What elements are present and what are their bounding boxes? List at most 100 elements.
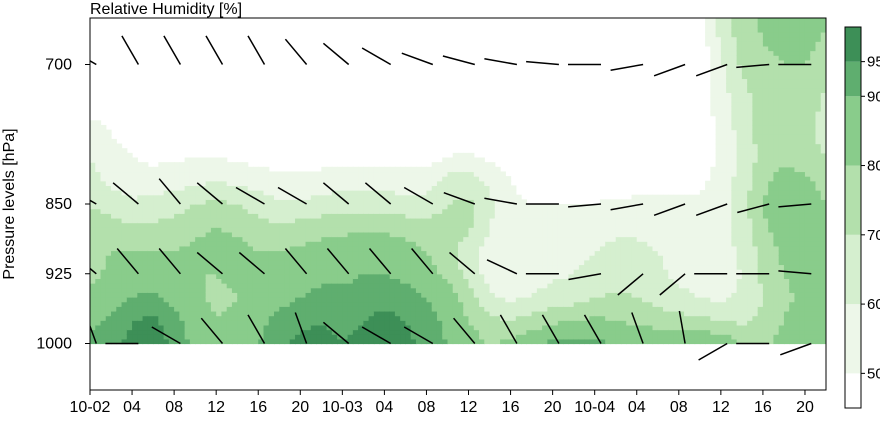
rh-cell	[605, 273, 612, 279]
rh-cell	[405, 315, 412, 321]
rh-cell	[599, 287, 606, 293]
rh-cell	[747, 138, 753, 145]
rh-cell	[163, 199, 170, 205]
rh-cell	[521, 264, 527, 270]
rh-cell	[347, 227, 354, 233]
rh-cell	[205, 199, 212, 205]
rh-cell	[116, 273, 123, 279]
rh-cell	[741, 241, 748, 247]
rh-cell	[757, 297, 764, 303]
rh-cell	[715, 27, 722, 33]
rh-cell	[657, 269, 664, 275]
rh-cell	[373, 180, 380, 186]
rh-cell	[179, 269, 186, 275]
rh-cell	[174, 245, 180, 252]
rh-cell	[489, 287, 496, 293]
rh-cell	[521, 204, 527, 210]
rh-cell	[268, 199, 275, 205]
rh-cell	[757, 213, 764, 219]
rh-cell	[720, 213, 727, 219]
rh-cell	[342, 259, 349, 266]
rh-cell	[153, 310, 159, 317]
rh-cell	[200, 199, 207, 205]
rh-cell	[231, 301, 238, 307]
rh-cell	[305, 269, 312, 275]
rh-cell	[678, 301, 685, 307]
rh-cell	[321, 306, 328, 312]
rh-cell	[647, 273, 654, 279]
rh-cell	[121, 338, 128, 345]
rh-cell	[394, 250, 401, 256]
rh-cell	[242, 180, 249, 186]
rh-cell	[458, 264, 464, 270]
rh-cell	[657, 310, 664, 317]
rh-cell	[473, 208, 480, 214]
rh-cell	[536, 292, 543, 298]
rh-cell	[589, 222, 596, 228]
rh-cell	[720, 306, 727, 312]
rh-cell	[305, 292, 312, 298]
rh-cell	[757, 120, 764, 126]
rh-cell	[720, 208, 727, 214]
rh-cell	[368, 264, 375, 270]
rh-cell	[168, 204, 175, 210]
rh-cell	[426, 222, 433, 228]
rh-cell	[500, 297, 506, 303]
rh-cell	[463, 259, 470, 266]
rh-cell	[757, 199, 764, 205]
rh-cell	[542, 222, 548, 228]
rh-cell	[747, 199, 753, 205]
rh-cell	[615, 329, 622, 335]
rh-cell	[252, 213, 259, 219]
rh-cell	[421, 287, 428, 293]
rh-cell	[274, 297, 280, 303]
rh-cell	[510, 213, 517, 219]
rh-cell	[405, 231, 412, 238]
rh-cell	[258, 194, 265, 200]
rh-cell	[547, 208, 554, 214]
rh-cell	[331, 292, 338, 298]
rh-cell	[295, 338, 301, 345]
rh-cell	[394, 236, 401, 242]
rh-cell	[473, 338, 480, 345]
rh-cell	[300, 283, 307, 289]
rh-cell	[300, 231, 307, 238]
rh-cell	[626, 324, 633, 331]
rh-cell	[720, 124, 727, 131]
rh-cell	[500, 250, 506, 256]
rh-cell	[352, 199, 359, 205]
rh-cell	[195, 310, 201, 317]
rh-cell	[747, 190, 753, 196]
rh-cell	[195, 231, 201, 238]
rh-cell	[741, 176, 748, 182]
rh-cell	[599, 213, 606, 219]
rh-cell	[95, 176, 102, 182]
rh-cell	[731, 278, 738, 284]
rh-cell	[258, 338, 265, 345]
rh-cell	[531, 278, 538, 284]
rh-cell	[720, 222, 727, 228]
rh-cell	[578, 204, 585, 210]
rh-cell	[500, 176, 506, 182]
rh-cell	[310, 283, 317, 289]
rh-cell	[726, 36, 732, 42]
rh-cell	[726, 227, 732, 233]
rh-cell	[573, 208, 580, 214]
rh-cell	[620, 222, 627, 228]
rh-cell	[358, 199, 364, 205]
rh-cell	[431, 204, 438, 210]
rh-cell	[552, 273, 559, 279]
rh-cell	[189, 213, 196, 219]
rh-cell	[200, 245, 207, 252]
rh-cell	[715, 138, 722, 145]
rh-cell	[153, 199, 159, 205]
rh-cell	[757, 152, 764, 159]
rh-cell	[720, 171, 727, 177]
rh-cell	[153, 255, 159, 261]
rh-cell	[747, 278, 753, 284]
rh-cell	[741, 18, 748, 24]
rh-cell	[720, 97, 727, 103]
rh-cell	[116, 324, 123, 331]
rh-cell	[463, 297, 470, 303]
rh-cell	[594, 227, 601, 233]
